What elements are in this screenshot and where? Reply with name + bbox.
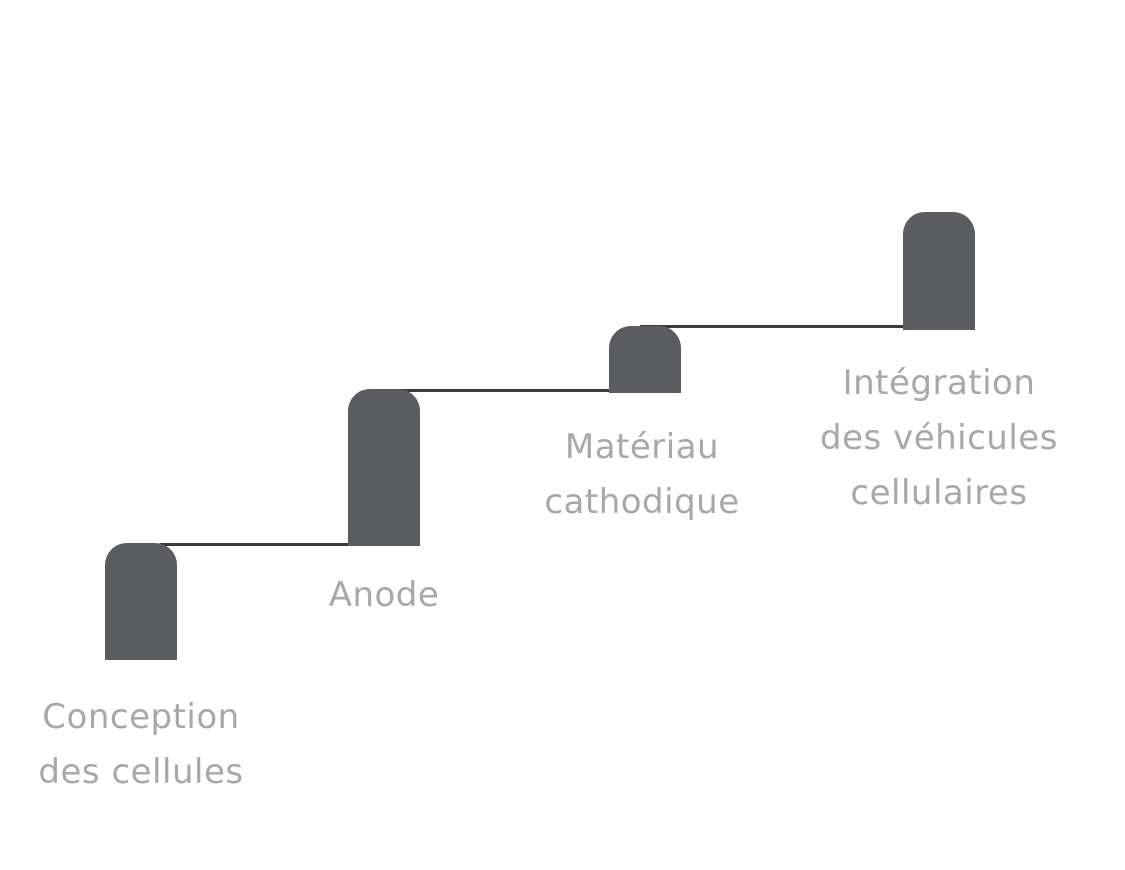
step-2-label-line-1: Anode <box>328 575 440 615</box>
step-1-label-line-2: des cellules <box>38 752 244 792</box>
step-4-label-line-2: des véhicules <box>820 418 1058 458</box>
step-4-label: Intégration des véhicules cellulaires <box>789 356 1089 521</box>
connector-2-3 <box>372 389 612 392</box>
connector-1-2 <box>160 543 350 546</box>
step-3-pillar <box>609 326 681 393</box>
step-4-label-line-1: Intégration <box>842 363 1036 403</box>
step-1-pillar <box>105 543 177 660</box>
step-3-label: Matériau cathodique <box>492 420 792 530</box>
step-2-pillar <box>348 389 420 546</box>
step-4-pillar <box>903 212 975 330</box>
step-3-label-line-1: Matériau <box>564 427 720 467</box>
connector-3-4 <box>640 325 905 328</box>
step-1-label: Conception des cellules <box>0 690 291 800</box>
step-3-label-line-2: cathodique <box>544 482 740 522</box>
step-1-label-line-1: Conception <box>42 697 240 737</box>
step-2-label: Anode <box>234 568 534 623</box>
step-4-label-line-3: cellulaires <box>850 473 1028 513</box>
